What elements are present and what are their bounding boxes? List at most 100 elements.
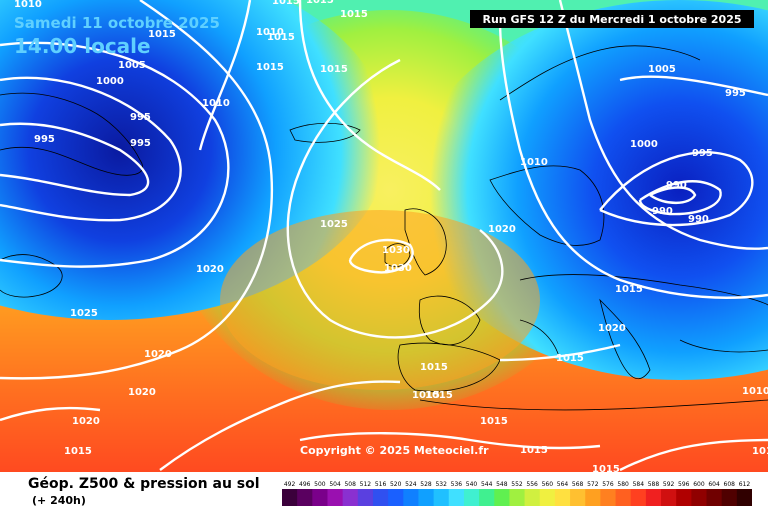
isobar-label: 1015 (592, 464, 620, 472)
legend-tick-label: 532 (435, 481, 447, 488)
isobar-label: 995 (130, 112, 151, 123)
isobar-label: 1015 (412, 390, 440, 401)
legend-swatch (388, 489, 404, 506)
legend-tick-label: 528 (420, 481, 432, 488)
isobar-label: 995 (725, 88, 746, 99)
legend-tick-label: 580 (617, 481, 629, 488)
isobar-label: 1015 (420, 362, 448, 373)
isobar-label: 1020 (72, 416, 100, 427)
isobar-label: 1015 (340, 9, 368, 20)
isobar-label: 1005 (118, 60, 146, 71)
legend-swatch (494, 489, 510, 506)
legend-swatch (676, 489, 692, 506)
isobar-label: 1010 (742, 386, 768, 397)
legend-swatch (721, 489, 738, 506)
isobar-label: 990 (652, 206, 673, 217)
isobar-label: 1020 (128, 387, 156, 398)
isobar-label: 1010 (520, 157, 548, 168)
isobar-label: 1015 (520, 445, 548, 456)
isobar-label: 995 (130, 138, 151, 149)
legend-swatch (479, 489, 495, 506)
isobar-label: 1010 (202, 98, 230, 109)
legend-swatch (312, 489, 328, 506)
isobar-label: 1025 (320, 219, 348, 230)
legend-tick-label: 612 (739, 481, 751, 488)
legend-swatch (418, 489, 435, 506)
legend-swatch (691, 489, 708, 506)
legend-swatch (403, 489, 419, 506)
legend-tick-label: 608 (724, 481, 736, 488)
isobar-labels: 1010 101510151015100510009959959951010101… (14, 0, 768, 472)
isobar-label: 995 (34, 134, 55, 145)
isobar-label: 990 (688, 214, 709, 225)
legend-tick-label: 560 (542, 481, 554, 488)
legend-tick-label: 524 (405, 481, 417, 488)
isobar-label: 1015 (556, 353, 584, 364)
legend-tick-label: 588 (648, 481, 660, 488)
legend-swatch (524, 489, 541, 506)
isobar-label: 1020 (598, 323, 626, 334)
legend-swatch (615, 489, 632, 506)
isobar-label: 1030 (384, 263, 412, 274)
isobar-label: 990 (666, 180, 687, 191)
isobar-label: 1015 (615, 284, 643, 295)
legend-tick-label: 520 (390, 481, 402, 488)
legend-tick-label: 584 (633, 481, 645, 488)
legend-swatch (372, 489, 389, 506)
legend-swatch (433, 489, 450, 506)
isobar-label: 1010 (752, 446, 768, 457)
legend-tick-label: 552 (511, 481, 523, 488)
legend-swatch (282, 489, 298, 506)
legend-tick-label: 564 (557, 481, 569, 488)
legend-tick-label: 516 (375, 481, 387, 488)
forecast-time: 14.00 locale (14, 34, 151, 58)
weather-map: 1010 101510151015100510009959959951010101… (0, 0, 768, 472)
isobar-label: 1015 (320, 64, 348, 75)
legend-swatch (327, 489, 344, 506)
legend-tick-label: 504 (329, 481, 341, 488)
isobar-label: 1020 (144, 349, 172, 360)
color-scale-legend: 492 496 500 504 508 512 516 520 524 528 532 536 540 5… (282, 481, 752, 506)
isobar-label: 1005 (648, 64, 676, 75)
legend-swatch (297, 489, 313, 506)
legend-tick-label: 576 (602, 481, 614, 488)
isobar-label: 1000 (96, 76, 124, 87)
legend-swatch (357, 489, 374, 506)
isobar-label: 1015 (272, 0, 300, 7)
legend-swatch (630, 489, 647, 506)
legend-tick-label: 568 (572, 481, 584, 488)
legend-swatch (539, 489, 556, 506)
legend-swatch (645, 489, 662, 506)
isobar-label: 1015 (306, 0, 334, 6)
legend-swatch (570, 489, 586, 506)
legend-tick-label: 496 (299, 481, 311, 488)
legend-tick-label: 512 (360, 481, 372, 488)
isobar-label: 995 (692, 148, 713, 159)
legend-swatch (600, 489, 617, 506)
isobar-label: 1015 (148, 29, 176, 40)
model-run-label: Run GFS 12 Z du Mercredi 1 octobre 2025 (470, 10, 754, 28)
legend-swatch (554, 489, 571, 506)
isobar-label: 1015 (425, 390, 453, 401)
legend-swatch (661, 489, 677, 506)
legend-tick-label: 540 (466, 481, 478, 488)
legend-tick-label: 536 (451, 481, 463, 488)
legend-swatch (509, 489, 526, 506)
legend-tick-label: 604 (708, 481, 720, 488)
legend-swatch (463, 489, 480, 506)
isobar-label: 1010 (256, 27, 284, 38)
isobar-label: 1015 (256, 62, 284, 73)
isobar-label: 1010 (14, 0, 42, 10)
legend-swatch (736, 489, 752, 506)
legend-swatch (448, 489, 465, 506)
legend-tick-label: 544 (481, 481, 493, 488)
chart-title: Géop. Z500 & pression au sol (28, 476, 260, 492)
forecast-date: Samedi 11 octobre 2025 (14, 14, 220, 32)
isobar-label: 1015 (267, 32, 295, 43)
legend-swatch (585, 489, 601, 506)
legend-tick-label: 596 (678, 481, 690, 488)
legend-tick-label: 548 (496, 481, 508, 488)
isobar-label: 1015 (64, 446, 92, 457)
isobar-label: 1020 (196, 264, 224, 275)
legend-tick-label: 556 (526, 481, 538, 488)
